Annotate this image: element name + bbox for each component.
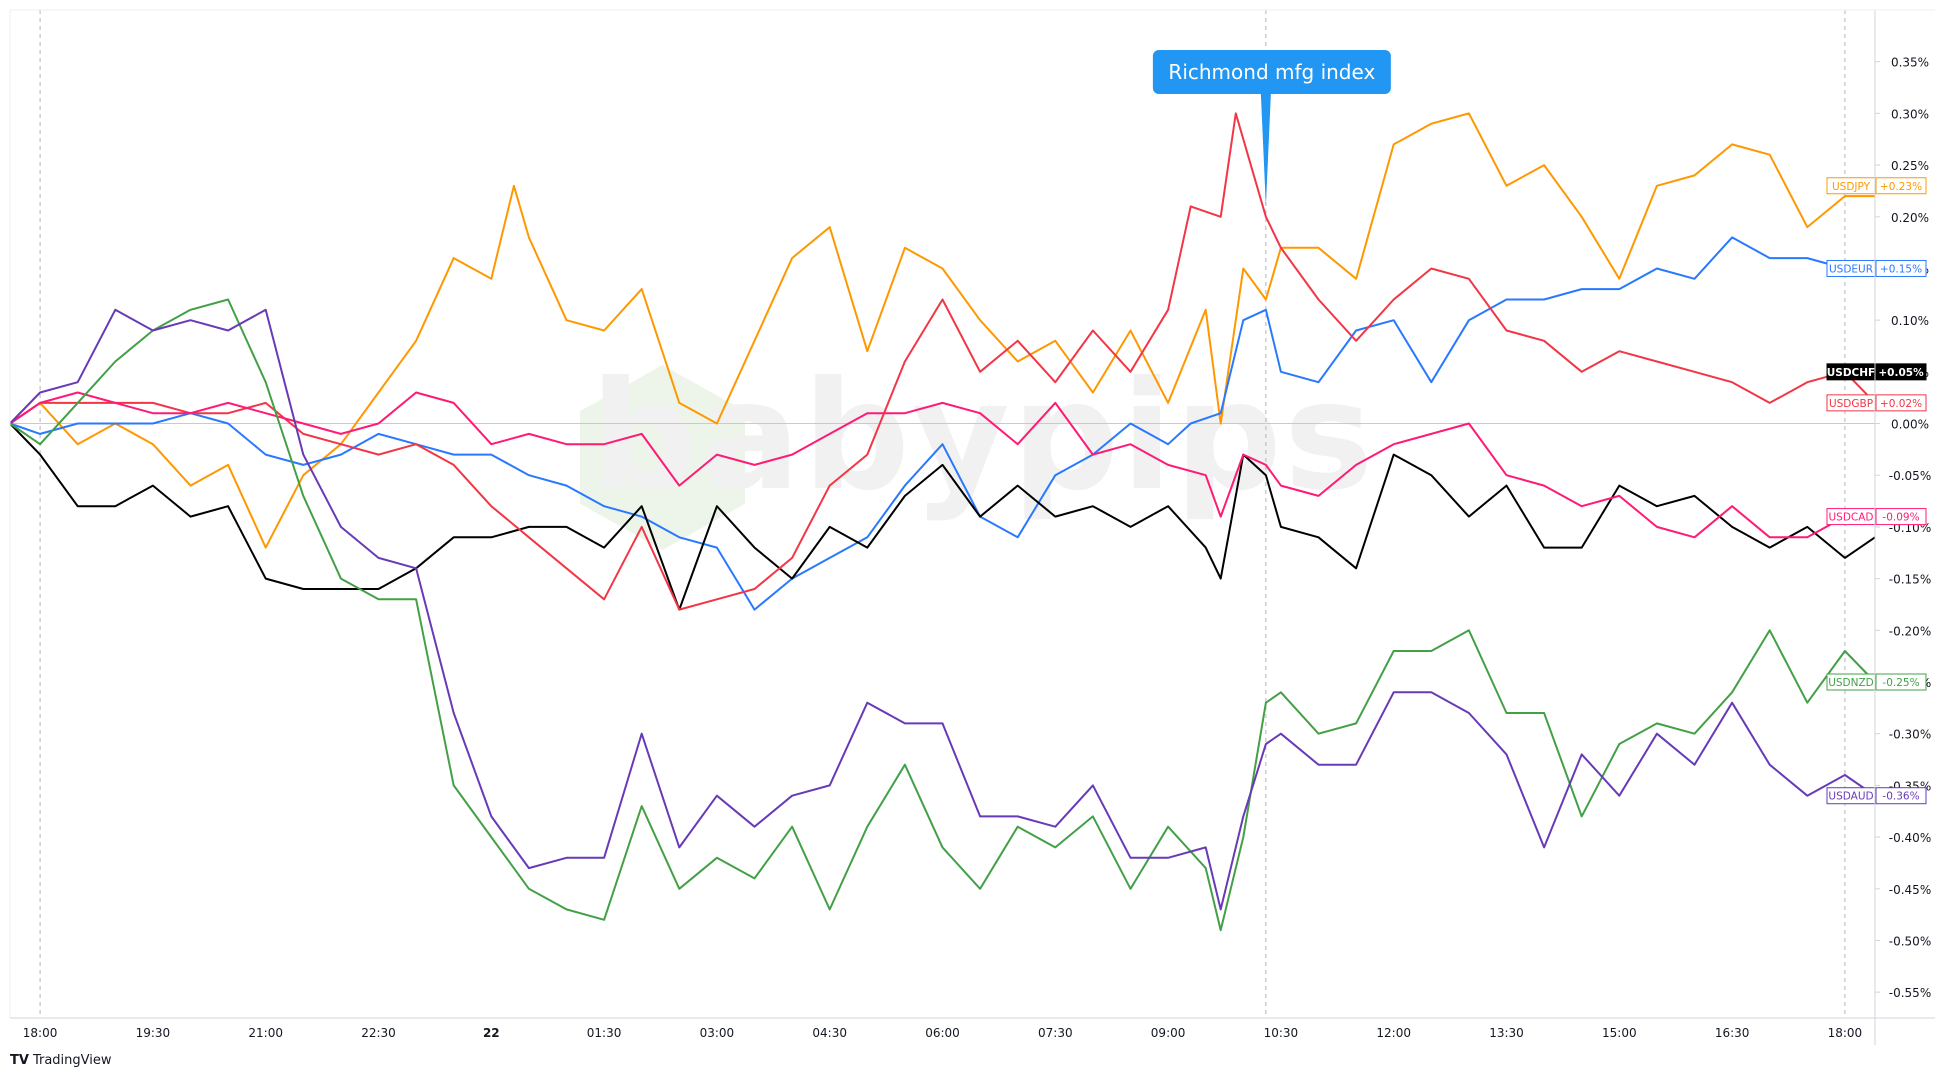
- series-line-usdcad: [9, 391, 1875, 539]
- series-name: USDAUD: [1828, 791, 1873, 803]
- x-tick-label: 15:00: [1602, 1026, 1637, 1040]
- series-name: USDNZD: [1828, 677, 1874, 689]
- x-tick-label: 13:30: [1489, 1026, 1524, 1040]
- x-tick-label: 12:00: [1376, 1026, 1411, 1040]
- x-tick-label: 01:30: [587, 1026, 622, 1040]
- series-line-usdaud: [9, 308, 1876, 911]
- x-tick-label: 16:30: [1715, 1026, 1750, 1040]
- series-name: USDCAD: [1828, 512, 1873, 524]
- series-value: +0.05%: [1878, 367, 1924, 379]
- watermark: babypips: [590, 350, 1376, 524]
- x-tick-label: 19:30: [136, 1026, 171, 1040]
- y-tick-label: -0.50%: [1889, 934, 1931, 948]
- annotation-pointer: [1260, 94, 1271, 207]
- tradingview-brand: TV TradingView: [10, 1053, 111, 1068]
- x-tick-label: 07:30: [1038, 1026, 1073, 1040]
- series-label-usdgbp: USDGBP +0.02%: [1826, 394, 1927, 412]
- x-tick-label: 22:30: [361, 1026, 396, 1040]
- series-name: USDJPY: [1832, 181, 1871, 193]
- y-tick-label: 0.30%: [1891, 107, 1929, 121]
- series-value-box: [1875, 259, 1927, 277]
- x-tick-label: 03:00: [700, 1026, 735, 1040]
- x-tick-label: 06:00: [925, 1026, 960, 1040]
- series-value-box: [1875, 177, 1927, 195]
- series-line-usdnzd: [9, 298, 1876, 932]
- series-label-usdjpy: USDJPY +0.23%: [1826, 177, 1927, 195]
- series-name: USDGBP: [1829, 398, 1873, 410]
- series-label-usdcad: USDCAD -0.09%: [1826, 508, 1927, 526]
- series-value: -0.09%: [1882, 512, 1919, 524]
- series-label-usdnzd: USDNZD -0.25%: [1826, 673, 1927, 691]
- series-value: +0.15%: [1880, 263, 1922, 275]
- x-tick-label: 18:00: [1828, 1026, 1863, 1040]
- y-tick-label: -0.40%: [1889, 831, 1931, 845]
- series-value-box: [1875, 787, 1927, 805]
- x-tick-label: 09:00: [1151, 1026, 1186, 1040]
- series-label-usdchf: USDCHF +0.05%: [1826, 363, 1927, 381]
- x-tick-label: 21:00: [248, 1026, 283, 1040]
- y-tick-label: -0.05%: [1889, 469, 1931, 483]
- brand-name: TradingView: [32, 1053, 112, 1068]
- x-tick-label: 18:00: [23, 1026, 58, 1040]
- series-value: -0.25%: [1882, 677, 1919, 689]
- y-tick-label: -0.30%: [1889, 728, 1931, 742]
- series-value: +0.23%: [1880, 181, 1922, 193]
- y-tick-label: 0.35%: [1891, 56, 1929, 70]
- y-tick-label: 0.10%: [1891, 314, 1929, 328]
- tradingview-logo-icon: TV: [10, 1053, 29, 1068]
- x-tick-label: 22: [483, 1026, 500, 1040]
- series-label-usdeur: USDEUR +0.15%: [1826, 259, 1927, 277]
- series-label-usdaud: USDAUD -0.36%: [1826, 787, 1927, 805]
- annotation-label: Richmond mfg index: [1168, 60, 1375, 84]
- annotation-bubble: [1152, 50, 1391, 94]
- x-tick-label: 10:30: [1264, 1026, 1299, 1040]
- series-line-usdjpy: [9, 112, 1875, 549]
- series-name: USDCHF: [1827, 367, 1875, 379]
- series-name: USDEUR: [1829, 263, 1873, 275]
- series-value: +0.02%: [1880, 398, 1922, 410]
- y-tick-label: -0.20%: [1889, 624, 1931, 638]
- y-tick-label: -0.45%: [1889, 883, 1931, 897]
- y-tick-label: 0.25%: [1891, 159, 1929, 173]
- y-tick-label: -0.55%: [1889, 986, 1931, 1000]
- series-line-usdgbp: [9, 112, 1876, 611]
- series-line-usdchf: [9, 422, 1876, 611]
- series-value-box: [1875, 394, 1927, 412]
- series-value-box: [1875, 363, 1927, 381]
- y-tick-label: 0.00%: [1891, 418, 1929, 432]
- series-value-box: [1875, 673, 1927, 691]
- series-value-box: [1875, 508, 1927, 526]
- x-tick-label: 04:30: [812, 1026, 847, 1040]
- y-tick-label: -0.15%: [1889, 573, 1931, 587]
- y-tick-label: 0.20%: [1891, 211, 1929, 225]
- series-value: -0.36%: [1882, 791, 1919, 803]
